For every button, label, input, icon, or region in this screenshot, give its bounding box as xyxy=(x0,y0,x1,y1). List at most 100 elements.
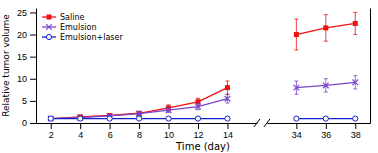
point xyxy=(323,25,328,30)
y-axis-line xyxy=(370,9,371,124)
point xyxy=(225,85,230,90)
error-bar xyxy=(353,76,357,89)
point xyxy=(353,21,358,26)
point xyxy=(195,104,201,110)
point xyxy=(77,115,83,121)
plot-area xyxy=(48,81,230,121)
y-axis xyxy=(370,9,371,124)
error-bar xyxy=(294,81,298,94)
point xyxy=(323,116,328,121)
axis-break-mark xyxy=(254,119,260,127)
x-axis-title: Time (day) xyxy=(175,141,230,152)
point xyxy=(352,80,358,86)
point xyxy=(195,116,200,121)
y-axis-title: Relative tumor volume xyxy=(1,14,11,117)
y-tick-label: 10 xyxy=(17,74,27,84)
y-tick-label: 0 xyxy=(22,118,27,128)
x-tick: 10 xyxy=(164,123,174,140)
x-tick-label: 8 xyxy=(137,130,142,140)
error-bar xyxy=(324,79,328,92)
y-tick-mark xyxy=(30,12,36,13)
x-tick: 6 xyxy=(108,123,113,140)
point xyxy=(294,85,300,91)
y-tick: 20 xyxy=(17,30,36,40)
error-bar xyxy=(225,94,229,103)
x-tick-label: 4 xyxy=(78,130,83,140)
x-tick-mark xyxy=(227,123,228,129)
x-tick-mark xyxy=(326,123,327,129)
y-tick: 25 xyxy=(17,8,36,18)
y-axis: 0 5 10 15 20 25 xyxy=(17,8,37,129)
error-bar xyxy=(294,19,298,50)
panel: 2 4 6 8 10 12 14 0 5 10 15 20 25 SalineEmulsionEmulsi… xyxy=(17,8,260,141)
point xyxy=(294,116,299,121)
point xyxy=(225,116,230,121)
x-tick-label: 12 xyxy=(193,130,203,140)
axis-break xyxy=(264,119,270,127)
series xyxy=(48,116,230,121)
x-tick-label: 38 xyxy=(351,130,361,140)
y-tick: 10 xyxy=(17,74,36,84)
series xyxy=(48,81,230,121)
x-axis-line xyxy=(267,123,370,124)
legend-entry: Emulsion+laser xyxy=(42,33,123,42)
y-tick: 15 xyxy=(17,52,36,62)
point xyxy=(353,116,358,121)
point xyxy=(78,116,83,121)
y-tick-label: 5 xyxy=(22,96,27,106)
error-bar xyxy=(225,81,229,94)
x-tick: 2 xyxy=(49,123,54,140)
legend-label: Saline xyxy=(60,13,84,22)
point xyxy=(166,116,171,121)
point xyxy=(136,116,141,121)
x-tick-mark xyxy=(80,123,81,129)
point xyxy=(48,116,53,121)
x-tick-label: 6 xyxy=(108,130,113,140)
point xyxy=(225,96,231,102)
y-tick-label: 15 xyxy=(17,52,27,62)
x-tick: 14 xyxy=(223,123,233,140)
point xyxy=(323,83,329,89)
x-tick: 38 xyxy=(351,123,361,140)
line xyxy=(51,88,228,119)
plot-area xyxy=(294,12,359,121)
point xyxy=(48,116,53,121)
legend-marker xyxy=(46,34,51,39)
legend-label: Emulsion xyxy=(60,23,97,32)
error-bar xyxy=(167,108,171,112)
point xyxy=(294,32,299,37)
x-axis: 2 4 6 8 10 12 14 xyxy=(37,123,258,140)
x-tick-label: 14 xyxy=(223,130,233,140)
legend-marker xyxy=(47,15,52,20)
error-bar xyxy=(196,104,200,110)
chart: 2 4 6 8 10 12 14 0 5 10 15 20 25 SalineEmulsionEmulsi… xyxy=(0,0,378,153)
x-tick-mark xyxy=(355,123,356,129)
x-tick: 12 xyxy=(193,123,203,140)
x-tick-mark xyxy=(139,123,140,129)
x-tick-mark xyxy=(51,123,52,129)
x-axis: 34 36 38 xyxy=(267,123,370,140)
legend-marker xyxy=(46,24,52,30)
x-tick-label: 34 xyxy=(292,130,302,140)
error-bar xyxy=(324,15,328,42)
series xyxy=(294,76,359,95)
y-tick-mark xyxy=(30,79,36,80)
series xyxy=(294,12,358,50)
error-bar xyxy=(353,12,357,34)
point xyxy=(166,107,172,113)
y-tick: 5 xyxy=(22,96,36,106)
y-tick-label: 25 xyxy=(17,8,27,18)
y-tick-mark xyxy=(30,123,36,124)
y-axis-line xyxy=(36,9,37,124)
x-tick: 36 xyxy=(321,123,331,140)
x-tick-label: 36 xyxy=(321,130,331,140)
y-tick-mark xyxy=(30,35,36,36)
y-tick: 0 xyxy=(22,118,36,128)
x-tick: 4 xyxy=(78,123,83,140)
y-tick-mark xyxy=(30,57,36,58)
point xyxy=(107,116,112,121)
x-tick: 8 xyxy=(137,123,142,140)
x-tick-mark xyxy=(198,123,199,129)
x-tick: 34 xyxy=(292,123,302,140)
series xyxy=(48,94,230,121)
